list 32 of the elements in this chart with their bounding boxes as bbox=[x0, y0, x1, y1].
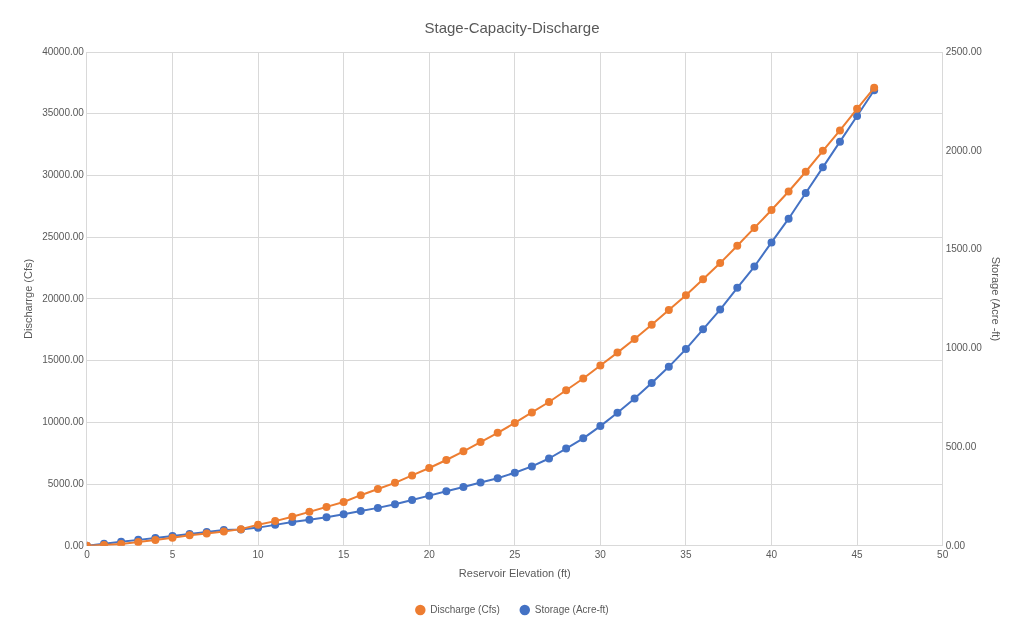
y-tick-label: 40000.00 bbox=[42, 45, 85, 57]
y-tick-label: 30000.00 bbox=[42, 169, 85, 181]
x-tick-label: 20 bbox=[423, 548, 436, 560]
x-tick-label: 35 bbox=[680, 548, 692, 560]
y2-tick-label: 0.00 bbox=[945, 539, 966, 551]
y2-tick-label: 2000.00 bbox=[945, 144, 983, 156]
y-tick-label: 5000.00 bbox=[47, 477, 85, 489]
x-tick-label: 30 bbox=[594, 548, 607, 560]
x-tick-label: 25 bbox=[509, 548, 521, 560]
x-tick-label: 0 bbox=[84, 548, 91, 560]
y-tick-label: 25000.00 bbox=[42, 230, 85, 242]
x-tick-label: 10 bbox=[252, 548, 265, 560]
y-tick-label: 20000.00 bbox=[42, 292, 85, 304]
x-tick-label: 50 bbox=[937, 548, 949, 560]
y2-axis-title: Storage (Acre -ft) bbox=[990, 256, 1003, 342]
chart-title: Stage-Capacity-Discharge bbox=[424, 19, 600, 37]
y2-tick-label: 2500.00 bbox=[945, 45, 983, 57]
legend-label: Discharge (Cfs) bbox=[430, 603, 500, 615]
x-tick-label: 15 bbox=[338, 548, 350, 560]
x-tick-label: 40 bbox=[765, 548, 778, 560]
x-axis-title: Reservoir Elevation (ft) bbox=[458, 567, 571, 580]
y2-tick-label: 1500.00 bbox=[945, 243, 983, 255]
y-tick-label: 35000.00 bbox=[42, 107, 85, 119]
x-tick-label: 5 bbox=[169, 548, 176, 560]
legend-label: Storage (Acre-ft) bbox=[534, 603, 609, 615]
y2-tick-label: 500.00 bbox=[945, 440, 977, 452]
y-tick-label: 15000.00 bbox=[42, 354, 85, 366]
y-axis-title: Discharrge (Cfs) bbox=[21, 258, 34, 339]
y-tick-label: 0.00 bbox=[64, 539, 85, 551]
y-tick-label: 10000.00 bbox=[42, 416, 85, 428]
x-tick-label: 45 bbox=[851, 548, 864, 560]
y2-tick-label: 1000.00 bbox=[945, 342, 983, 354]
